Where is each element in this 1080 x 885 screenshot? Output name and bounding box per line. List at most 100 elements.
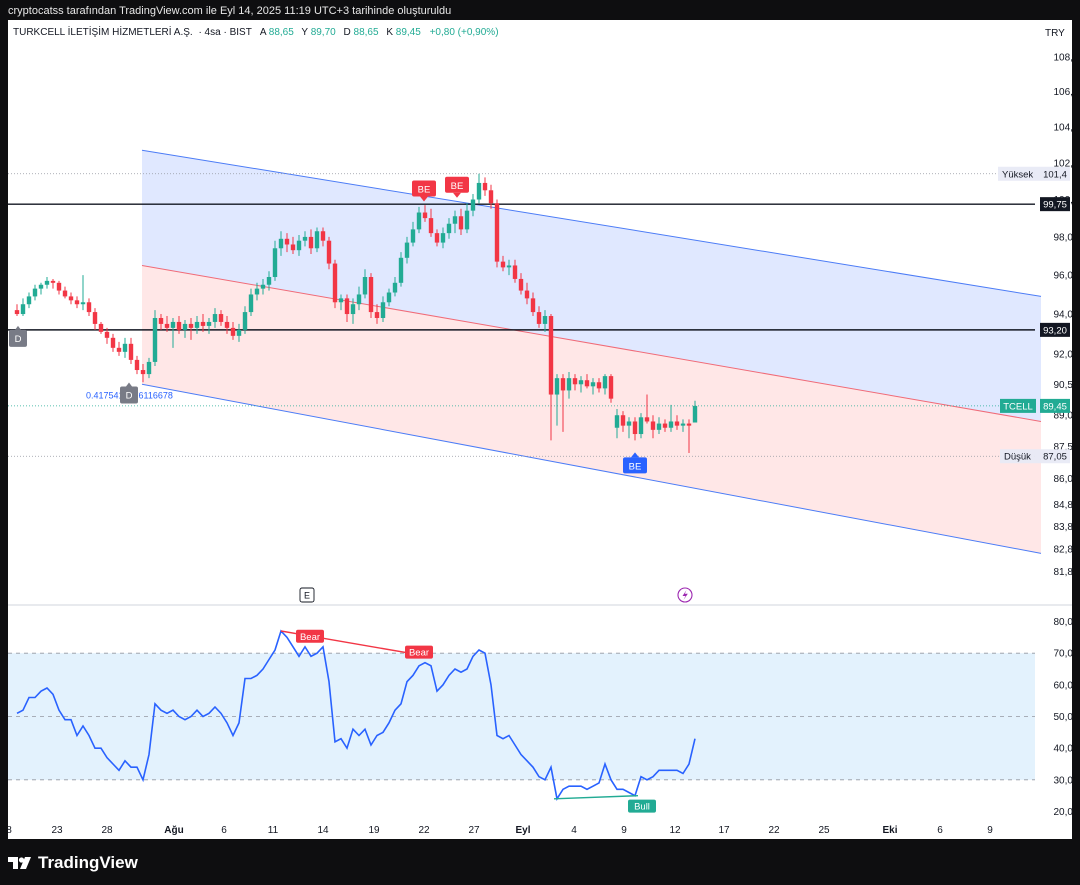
- candle: [644, 394, 650, 424]
- tag-name-bg: [1000, 398, 1036, 413]
- candle: [572, 374, 578, 391]
- candle: [506, 259, 512, 276]
- badge-pointer: [631, 452, 639, 458]
- candle: [446, 218, 452, 239]
- candle: [320, 227, 326, 247]
- candle-body: [326, 240, 332, 264]
- time-tick-label: 19: [368, 825, 380, 836]
- channel-middle-line[interactable]: [141, 264, 1042, 422]
- badge-text: BE: [418, 184, 431, 195]
- candle: [452, 210, 458, 234]
- divergence-badge-text: Bear: [409, 648, 429, 659]
- candle-body: [584, 380, 590, 387]
- candle-body: [518, 278, 524, 291]
- attribution-bar: cryptocatss tarafından TradingView.com i…: [0, 0, 1080, 20]
- candle: [638, 413, 644, 439]
- badge-text: BE: [451, 181, 464, 192]
- tag-value-bg: [1040, 398, 1070, 413]
- regression-channel[interactable]: 0.4175416776116678: [86, 149, 1042, 554]
- candle-body: [470, 199, 476, 211]
- candle-body: [206, 321, 212, 326]
- candle-body: [380, 302, 386, 318]
- candle: [440, 227, 446, 249]
- candle-body: [200, 321, 206, 326]
- rsi-tick-label: 30,00: [1053, 775, 1072, 786]
- high-price-tag: Yüksek 101,4: [998, 166, 1070, 181]
- candle-body: [296, 240, 302, 251]
- candle: [476, 173, 482, 204]
- price-tick-label: 102,0: [1053, 158, 1072, 169]
- high-value: 89,70: [311, 27, 336, 38]
- channel-upper-line[interactable]: [141, 149, 1042, 297]
- price-axis[interactable]: 108,0106,0104,0102,0100,098,0096,0094,00…: [998, 53, 1072, 818]
- candle-body: [416, 212, 422, 230]
- candle: [236, 323, 242, 342]
- candle-body: [80, 302, 86, 305]
- split-icon-bolt: [682, 590, 688, 600]
- candle-body: [626, 421, 632, 426]
- candle: [380, 296, 386, 322]
- candle: [260, 278, 266, 295]
- candle-body: [686, 423, 692, 426]
- close-value: 89,45: [396, 27, 421, 38]
- candle-body: [368, 277, 374, 313]
- chart-svg[interactable]: 0.4175416776116678 Bear Bear Bull BE BE BE D D…: [8, 20, 1072, 839]
- candle: [278, 231, 284, 256]
- channel-lower-line[interactable]: [141, 383, 1042, 554]
- candle: [482, 177, 488, 196]
- candle: [578, 376, 584, 393]
- time-tick-label: 14: [317, 825, 329, 836]
- candle: [206, 317, 212, 334]
- candle-body: [350, 304, 356, 315]
- candle: [290, 236, 296, 254]
- candle: [530, 292, 536, 317]
- close-label: K: [386, 27, 393, 38]
- candle-body: [398, 257, 404, 283]
- chart-panel[interactable]: 0.4175416776116678 Bear Bear Bull BE BE BE D D…: [8, 20, 1072, 839]
- candle-body: [536, 312, 542, 324]
- candle: [656, 417, 662, 435]
- badge-text: D: [126, 391, 133, 402]
- horizontal-levels[interactable]: [8, 173, 1035, 457]
- candle: [272, 240, 278, 281]
- time-tick-label: 9: [621, 825, 627, 836]
- candle: [434, 229, 440, 247]
- candle: [692, 400, 698, 423]
- open-value: 88,65: [269, 27, 294, 38]
- time-tick-label: 28: [101, 825, 113, 836]
- candle-body: [548, 316, 554, 395]
- candle: [170, 317, 176, 348]
- symbol-legend[interactable]: TURKCELL İLETİŞİM HİZMETLERİ A.Ş. · 4sa …: [13, 25, 499, 38]
- divergence-badge-text: Bear: [300, 632, 320, 643]
- candle-body: [452, 216, 458, 224]
- candle-body: [542, 316, 548, 324]
- divergence-badge-bg: [405, 645, 433, 659]
- candle: [176, 316, 182, 334]
- divergence-badge-bg: [296, 629, 324, 643]
- earnings-event-marker[interactable]: E: [299, 587, 315, 603]
- candle-body: [332, 263, 338, 303]
- candle-body: [38, 284, 44, 289]
- low-label: D: [344, 27, 351, 38]
- tag-name: TCELL: [1003, 401, 1033, 412]
- time-tick-label: 12: [669, 825, 681, 836]
- rsi-tick-label: 40,00: [1053, 744, 1072, 755]
- candle: [392, 277, 398, 297]
- currency-label: TRY: [1045, 28, 1065, 39]
- split-icon[interactable]: [677, 587, 693, 603]
- time-tick-label: 25: [818, 825, 830, 836]
- candle-body: [14, 310, 20, 315]
- time-axis[interactable]: 8 23 28 Ağu 6 11 14 19 22 27 Eyl 4 9 12 17 22 25 Eki 6 9: [8, 825, 993, 836]
- candle-body: [632, 421, 638, 435]
- candle-body: [110, 337, 116, 348]
- candle: [86, 298, 92, 317]
- candle: [326, 236, 332, 270]
- badge-bg: [412, 180, 436, 197]
- candle: [614, 408, 620, 439]
- candle: [584, 374, 590, 389]
- low-price-tag: Düşük 87,05: [1000, 449, 1070, 464]
- candle: [44, 277, 50, 289]
- candle: [416, 206, 422, 234]
- price-tick-label: 106,0: [1053, 87, 1072, 98]
- candle-body: [638, 417, 644, 435]
